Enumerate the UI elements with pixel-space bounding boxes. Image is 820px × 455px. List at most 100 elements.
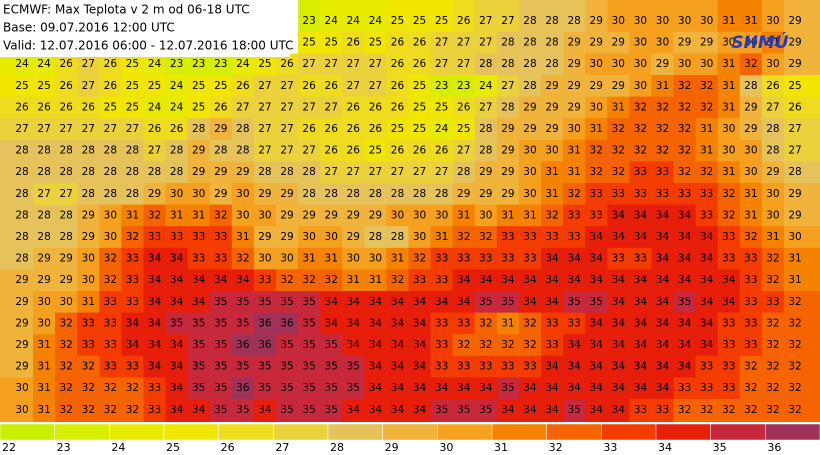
cell: [783, 355, 820, 378]
value-label: 31: [722, 166, 735, 178]
value-label: 33: [457, 253, 470, 265]
value-label: 26: [457, 15, 471, 27]
value-label: 33: [148, 231, 161, 243]
value-label: 33: [82, 317, 95, 329]
cell: [0, 312, 34, 335]
cell: [518, 118, 542, 141]
value-label: 29: [214, 188, 227, 200]
value-label: 34: [148, 339, 162, 351]
cell: [364, 161, 387, 184]
cell: [275, 204, 299, 227]
cell: [408, 355, 432, 378]
cell: [541, 312, 564, 335]
value-label: 27: [413, 166, 426, 178]
value-label: 27: [457, 37, 470, 49]
cell: [739, 0, 763, 33]
value-label: 35: [302, 317, 315, 329]
cell: [253, 118, 277, 141]
value-label: 35: [236, 317, 249, 329]
cell: [585, 377, 608, 400]
value-label: 34: [170, 274, 184, 286]
value-label: 34: [435, 296, 449, 308]
cell: [761, 355, 785, 378]
cell: [563, 269, 586, 292]
cell: [143, 139, 167, 162]
value-label: 26: [280, 58, 294, 70]
value-label: 24: [347, 15, 361, 27]
value-label: 24: [148, 58, 162, 70]
value-label: 30: [523, 145, 536, 157]
cell: [695, 96, 719, 119]
value-label: 34: [369, 339, 383, 351]
cell: [783, 399, 820, 423]
cell: [651, 355, 675, 378]
cell: [231, 247, 255, 270]
cell: [563, 31, 586, 54]
cell: [783, 377, 820, 400]
cell: [651, 31, 675, 54]
cell: [33, 312, 56, 335]
value-label: 25: [104, 101, 117, 113]
value-label: 30: [612, 15, 625, 27]
cell: [717, 355, 741, 378]
cell: [585, 183, 608, 206]
cell: [518, 334, 542, 357]
value-label: 31: [766, 37, 779, 49]
cell: [231, 377, 255, 400]
cell: [364, 139, 387, 162]
value-label: 34: [612, 361, 626, 373]
value-label: 34: [678, 209, 692, 221]
value-label: 28: [766, 123, 779, 135]
value-label: 26: [15, 101, 29, 113]
cell: [408, 118, 432, 141]
cell: [739, 96, 763, 119]
value-label: 30: [634, 15, 647, 27]
cell: [165, 75, 189, 98]
value-label: 33: [722, 231, 735, 243]
value-label: 35: [214, 317, 227, 329]
value-label: 33: [435, 253, 448, 265]
value-label: 31: [567, 145, 580, 157]
cell: [783, 291, 820, 314]
value-label: 31: [700, 145, 713, 157]
value-label: 28: [82, 145, 95, 157]
value-label: 33: [634, 188, 647, 200]
value-label: 32: [82, 404, 95, 416]
value-label: 30: [722, 123, 735, 135]
cell: [695, 226, 719, 249]
cell: [695, 53, 719, 76]
value-label: 29: [15, 296, 28, 308]
value-label: 34: [545, 361, 559, 373]
cell: [121, 399, 144, 423]
cell: [77, 75, 100, 98]
value-label: 27: [258, 80, 271, 92]
value-label: 33: [435, 317, 448, 329]
value-label: 26: [170, 123, 184, 135]
cell: [253, 75, 277, 98]
value-label: 30: [104, 209, 117, 221]
cell: [275, 75, 299, 98]
cell: [783, 53, 820, 76]
value-label: 26: [302, 123, 316, 135]
value-label: 25: [457, 123, 470, 135]
cell: [0, 53, 34, 76]
value-label: 31: [82, 296, 95, 308]
value-label: 32: [678, 166, 691, 178]
cell: [761, 75, 785, 98]
value-label: 25: [214, 80, 227, 92]
cell: [695, 291, 719, 314]
value-label: 29: [325, 209, 338, 221]
cell: [209, 291, 233, 314]
value-label: 25: [369, 37, 382, 49]
cell: [761, 183, 785, 206]
cell: [695, 399, 719, 423]
cell: [673, 96, 697, 119]
value-label: 34: [722, 296, 736, 308]
value-label: 34: [590, 339, 604, 351]
value-label: 35: [258, 382, 271, 394]
value-label: 35: [325, 404, 338, 416]
value-label: 35: [236, 361, 249, 373]
cell: [209, 377, 233, 400]
cell: [55, 334, 78, 357]
value-label: 33: [567, 231, 580, 243]
